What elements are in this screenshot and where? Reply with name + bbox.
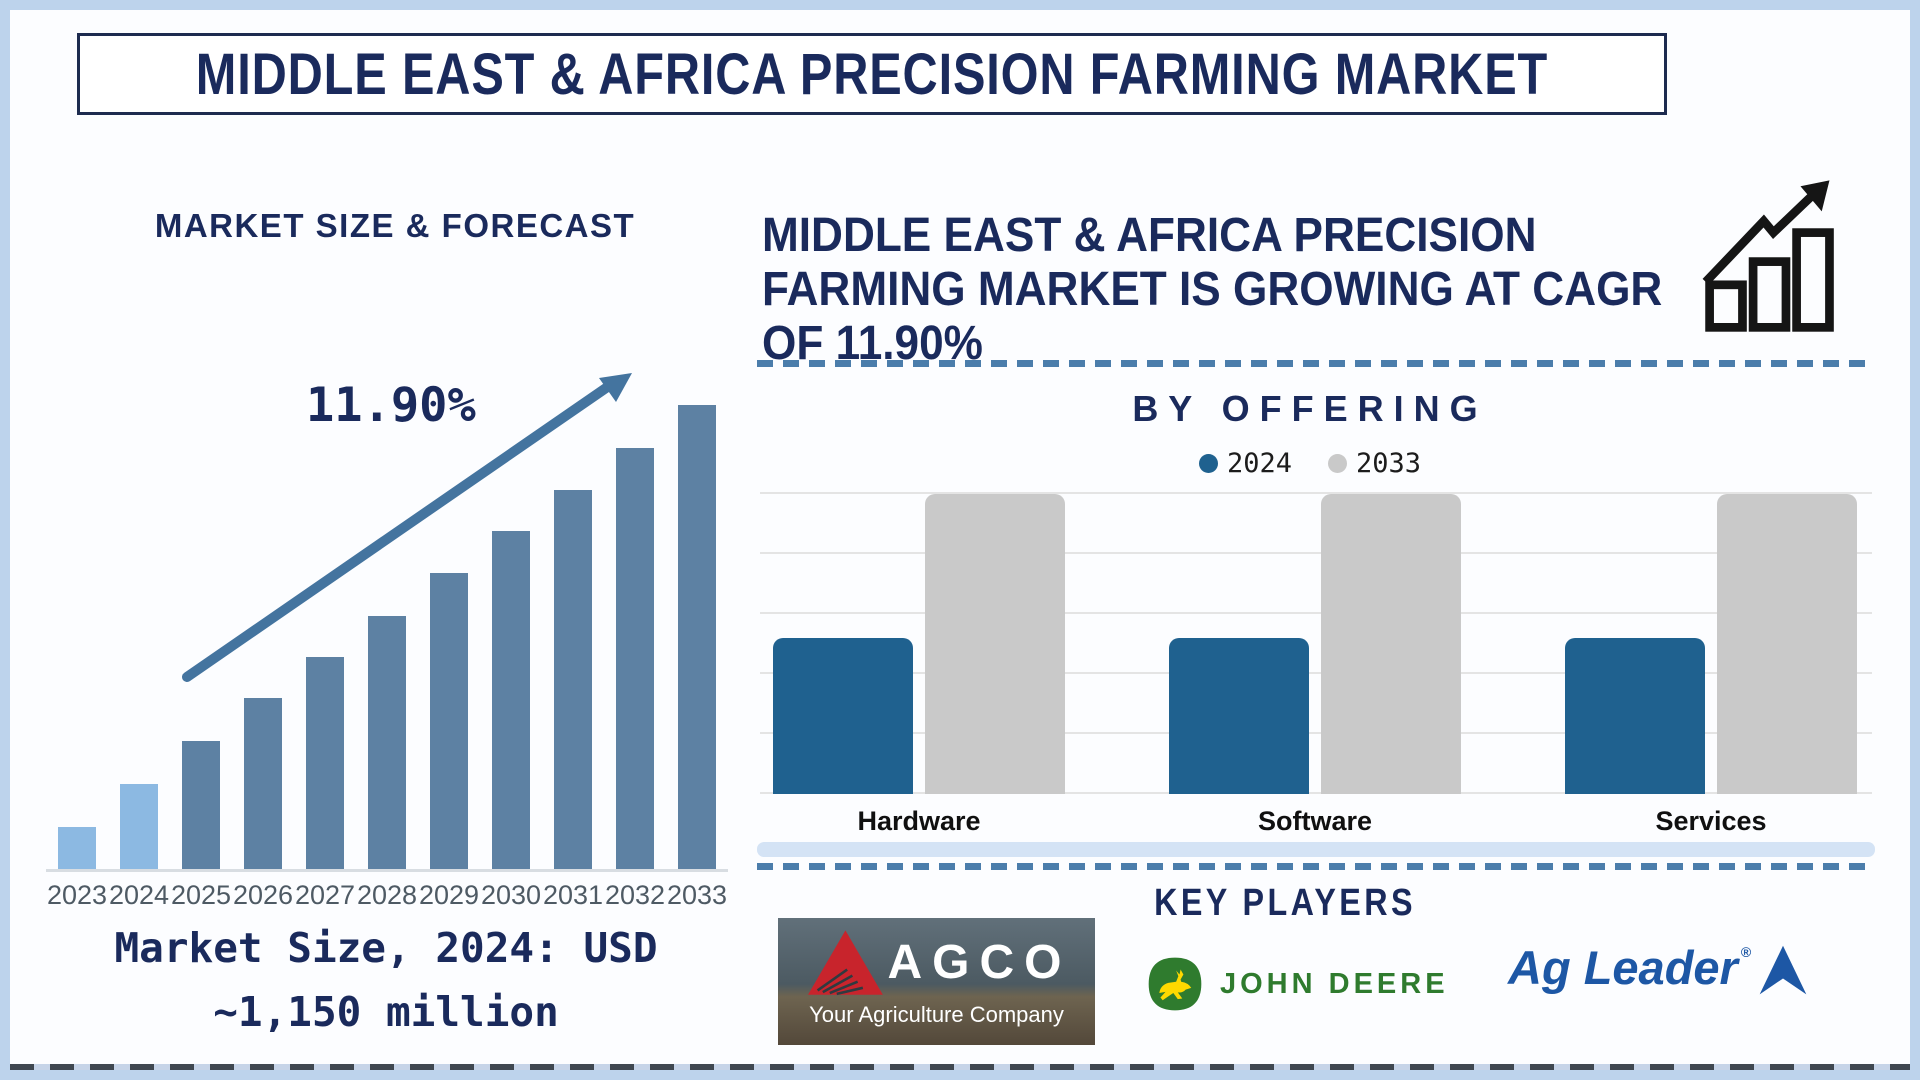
offering-legend: 2024 2033 <box>1000 448 1620 479</box>
by-offering-title: BY OFFERING <box>1132 388 1488 429</box>
legend-item-2033: 2033 <box>1328 448 1421 479</box>
john-deere-shield-icon <box>1148 957 1202 1011</box>
forecast-year-label: 2027 <box>294 880 356 910</box>
forecast-bar-2029 <box>430 573 468 869</box>
forecast-year-label: 2025 <box>170 880 232 910</box>
forecast-bar-column <box>170 741 232 869</box>
offering-bar-services-2033 <box>1717 494 1857 794</box>
forecast-bar-2024 <box>120 784 158 869</box>
forecast-bar-column <box>232 698 294 869</box>
offering-group-services <box>1565 494 1857 794</box>
forecast-bar-2026 <box>244 698 282 869</box>
ag-leader-registered-mark: ® <box>1740 944 1752 960</box>
headline-line-1: MIDDLE EAST & AFRICA PRECISION <box>762 209 1537 262</box>
agco-tagline: Your Agriculture Company <box>809 1002 1064 1027</box>
agco-triangle-icon <box>807 930 883 996</box>
offering-bar-software-2024 <box>1169 638 1309 794</box>
offering-category-label: Services <box>1655 806 1767 836</box>
forecast-year-label: 2032 <box>604 880 666 910</box>
john-deere-wordmark: JOHN DEERE <box>1220 967 1449 1000</box>
bottom-edge-pattern <box>10 1064 1910 1072</box>
forecast-year-label: 2029 <box>418 880 480 910</box>
forecast-bar-2032 <box>616 448 654 869</box>
forecast-bar-column <box>542 490 604 869</box>
john-deere-logo: JOHN DEERE <box>1146 948 1476 1020</box>
by-offering-grouped-bar-chart <box>760 492 1872 794</box>
forecast-year-label: 2031 <box>542 880 604 910</box>
chart-footer-strip <box>757 842 1875 857</box>
market-size-note-line2: ~1,150 million <box>213 988 559 1036</box>
forecast-bar-column <box>418 573 480 869</box>
offering-bar-software-2033 <box>1321 494 1461 794</box>
page-title: MIDDLE EAST & AFRICA PRECISION FARMING M… <box>195 41 1549 107</box>
agco-logo: AGCO Your Agriculture Company <box>778 918 1095 1045</box>
legend-dot-2024 <box>1198 454 1218 473</box>
forecast-bar-2031 <box>554 490 592 869</box>
forecast-year-label: 2028 <box>356 880 418 910</box>
offering-group-hardware <box>773 494 1065 794</box>
offering-category-label: Software <box>1257 806 1373 836</box>
right-headline: MIDDLE EAST & AFRICA PRECISION FARMING M… <box>762 209 1662 371</box>
forecast-bar-2030 <box>492 531 530 869</box>
legend-dot-2033 <box>1328 454 1347 473</box>
key-players-title: KEY PLAYERS <box>1154 882 1416 924</box>
offering-category-label: Hardware <box>857 806 981 836</box>
legend-item-2024: 2024 <box>1198 448 1292 479</box>
title-banner: MIDDLE EAST & AFRICA PRECISION FARMING M… <box>77 33 1667 115</box>
forecast-bar-column <box>356 616 418 869</box>
forecast-bar-2025 <box>182 741 220 869</box>
forecast-bar-column <box>108 784 170 869</box>
offering-bar-hardware-2024 <box>773 638 913 794</box>
forecast-year-label: 2026 <box>232 880 294 910</box>
forecast-year-label: 2033 <box>666 880 728 910</box>
headline-line-2: FARMING MARKET IS GROWING AT CAGR <box>762 263 1663 316</box>
forecast-bar-column <box>46 827 108 869</box>
agco-wordmark: AGCO <box>887 936 1072 989</box>
forecast-year-label: 2024 <box>108 880 170 910</box>
dashed-separator-top <box>757 360 1875 367</box>
forecast-year-label: 2030 <box>480 880 542 910</box>
market-forecast-bar-chart <box>46 402 728 872</box>
forecast-bar-2033 <box>678 405 716 869</box>
forecast-year-label: 2023 <box>46 880 108 910</box>
forecast-bar-2028 <box>368 616 406 869</box>
cagr-value-label: 11.90% <box>306 378 476 433</box>
forecast-bar-2027 <box>306 657 344 869</box>
ag-leader-arrow-icon <box>1759 945 1807 995</box>
legend-label-2024: 2024 <box>1226 448 1292 479</box>
growth-trend-arrow <box>182 373 632 682</box>
offering-bar-services-2024 <box>1565 638 1705 794</box>
ag-leader-logo: Ag Leader ® <box>1508 940 1848 1012</box>
forecast-chart-title: MARKET SIZE & FORECAST <box>154 207 636 244</box>
offering-bar-hardware-2033 <box>925 494 1065 794</box>
forecast-x-axis-labels: 2023 2024 2025 2026 2027 2028 2029 2030 2031 2032… <box>46 880 728 911</box>
offering-group-software <box>1169 494 1461 794</box>
forecast-bar-column <box>666 405 728 869</box>
agco-logo-row: AGCO <box>802 928 1072 998</box>
market-size-note: Market Size, 2024: USD ~1,150 million <box>86 916 686 1044</box>
forecast-bar-column <box>604 448 666 869</box>
offering-x-axis-labels: Hardware Software Services <box>760 806 1872 837</box>
legend-label-2033: 2033 <box>1356 448 1422 479</box>
forecast-bar-column <box>294 657 356 869</box>
forecast-bar-2023 <box>58 827 96 869</box>
growth-chart-icon <box>1702 180 1834 332</box>
market-size-note-line1: Market Size, 2024: USD <box>114 924 658 972</box>
dashed-separator-bottom <box>757 863 1875 870</box>
forecast-bar-column <box>480 531 542 869</box>
ag-leader-wordmark: Ag Leader <box>1508 941 1738 994</box>
